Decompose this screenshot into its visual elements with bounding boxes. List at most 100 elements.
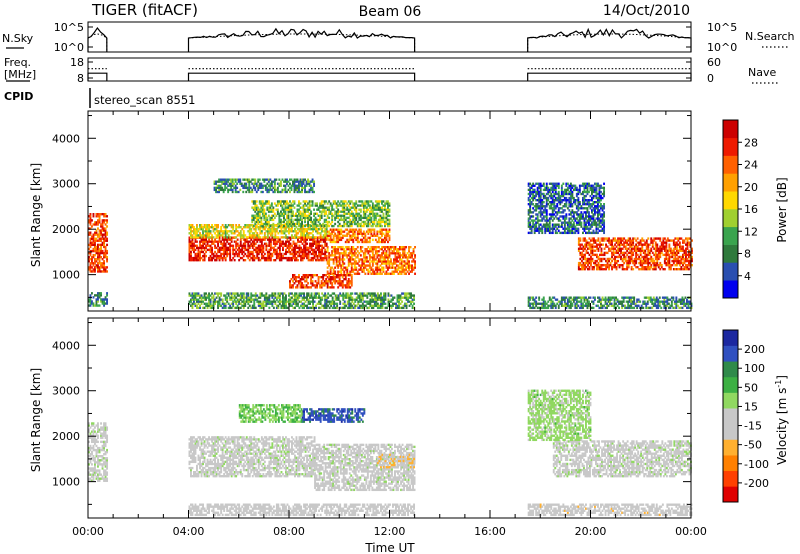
power-cell <box>285 294 287 297</box>
power-cell <box>248 182 251 185</box>
power-cell <box>253 294 256 297</box>
power-cell <box>300 300 303 303</box>
power-cell <box>95 266 98 269</box>
power-cell <box>265 248 268 252</box>
power-cell <box>361 246 364 249</box>
power-cell <box>612 247 615 250</box>
power-cell <box>257 226 260 229</box>
power-cell <box>352 258 355 261</box>
power-cell <box>196 300 198 303</box>
power-cell <box>310 244 313 247</box>
power-cell <box>217 256 220 260</box>
power-cell <box>188 254 191 258</box>
power-cell <box>271 232 274 235</box>
power-cell <box>390 258 392 261</box>
power-cell <box>239 238 242 241</box>
power-cell <box>272 298 275 301</box>
power-cell <box>582 264 585 267</box>
power-cell <box>388 224 391 228</box>
power-cell <box>591 249 594 252</box>
power-cell <box>326 216 329 220</box>
power-cell <box>287 188 290 192</box>
power-cell <box>340 224 343 228</box>
power-cell <box>370 250 373 253</box>
power-cell <box>614 259 617 263</box>
power-cell <box>289 218 291 222</box>
power-cell <box>224 236 227 239</box>
power-cell <box>408 294 411 297</box>
power-cell <box>313 220 316 224</box>
power-cell <box>245 224 248 227</box>
power-cell <box>298 240 301 243</box>
power-cell <box>331 232 334 235</box>
power-cell <box>362 264 365 267</box>
power-cell <box>310 252 313 256</box>
power-cell <box>347 286 350 289</box>
power-cell <box>98 233 101 236</box>
power-cell <box>255 212 258 215</box>
power-cell <box>324 254 327 258</box>
power-cell <box>199 250 202 254</box>
power-cell <box>191 294 194 297</box>
power-cell <box>626 264 629 267</box>
power-cell <box>232 296 235 299</box>
power-cell <box>348 298 351 301</box>
power-cell <box>298 188 300 192</box>
power-cell <box>218 240 221 243</box>
power-cell <box>276 202 279 205</box>
power-cell <box>301 259 304 262</box>
power-cell <box>188 294 191 297</box>
power-cell <box>332 246 335 249</box>
power-cell <box>261 210 264 213</box>
power-cell <box>678 237 681 240</box>
power-cell <box>236 254 239 258</box>
power-cell <box>620 251 623 255</box>
power-cell <box>245 292 248 295</box>
power-cell <box>348 304 351 307</box>
power-cell <box>258 214 261 217</box>
power-cell <box>352 228 355 231</box>
power-cell <box>303 296 306 299</box>
power-cell <box>194 244 197 247</box>
power-cell <box>318 236 321 239</box>
power-cell <box>276 186 279 190</box>
power-cell <box>606 264 609 267</box>
power-cell <box>264 220 267 224</box>
power-cell <box>581 253 583 257</box>
power-cell <box>251 298 254 301</box>
power-cell <box>202 300 205 303</box>
power-cell <box>278 294 281 297</box>
power-cell <box>399 270 401 273</box>
power-cell <box>408 268 411 271</box>
power-cell <box>411 294 414 297</box>
power-cell <box>338 218 341 222</box>
power-cell <box>672 239 675 242</box>
power-cell <box>296 222 299 226</box>
power-cell <box>326 222 329 226</box>
power-cell <box>278 190 281 194</box>
power-cell <box>343 306 346 310</box>
power-cell <box>263 259 266 262</box>
power-cell <box>295 252 298 256</box>
power-cell <box>335 276 338 279</box>
power-cell <box>280 212 282 215</box>
power-cell <box>334 240 337 244</box>
power-cell <box>278 244 281 247</box>
power-cell <box>596 253 598 257</box>
freq-label-line1: Freq. <box>4 56 31 69</box>
power-cell <box>364 238 367 242</box>
power-cell <box>277 296 280 299</box>
power-cell <box>197 228 200 231</box>
power-cell <box>216 180 219 183</box>
power-cell <box>236 242 239 245</box>
power-cell <box>100 225 103 228</box>
power-cell <box>296 286 299 289</box>
power-cell <box>682 241 684 244</box>
power-cell <box>385 200 388 203</box>
power-cell <box>617 259 620 263</box>
power-cell <box>585 259 588 263</box>
power-cell <box>97 235 99 238</box>
power-cell <box>591 266 594 269</box>
power-cell <box>343 206 346 209</box>
power-cell <box>323 274 326 277</box>
